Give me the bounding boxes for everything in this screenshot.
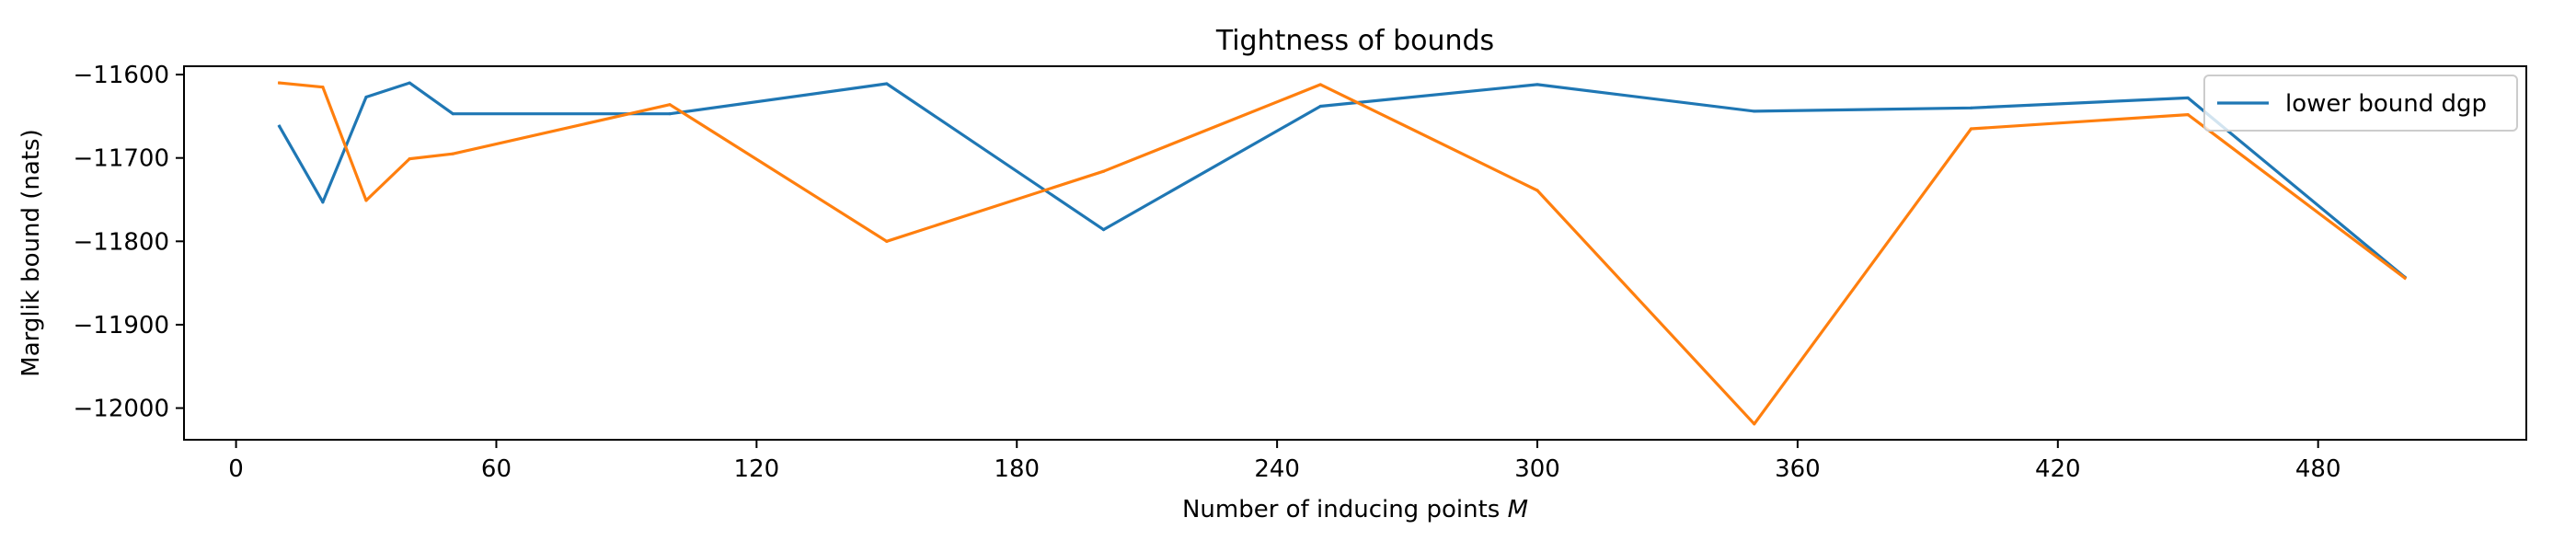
series-2-point	[1101, 169, 1106, 173]
series-1-point	[668, 112, 672, 116]
series-1-point	[1535, 83, 1539, 86]
y-tick-label: −11700	[74, 145, 170, 173]
x-axis-label: Number of inducing points M	[1182, 496, 1528, 523]
series-2-point	[364, 199, 368, 202]
x-tick-label: 180	[994, 455, 1040, 483]
series-1-point	[408, 81, 411, 85]
series-line-1	[277, 81, 2408, 280]
series-2-point	[1969, 127, 1973, 131]
series-2-point	[668, 103, 672, 107]
legend-label: lower bound dgp	[2285, 90, 2487, 118]
x-tick-label: 420	[2035, 455, 2081, 483]
x-tick-label: 0	[228, 455, 244, 483]
legend: lower bound dgp	[2203, 75, 2518, 132]
series-1-point	[364, 95, 368, 99]
series-1-point	[321, 201, 325, 204]
series-1-point	[1101, 228, 1106, 232]
plot-frame	[183, 65, 2527, 441]
x-tick-label: 120	[734, 455, 780, 483]
series-1-point	[1969, 106, 1973, 109]
series-2-point	[408, 156, 411, 161]
x-axis: 0 60 120 180 240 300 360 420 480	[228, 440, 2341, 483]
series-1-point	[1318, 104, 1322, 109]
y-tick-label: −11900	[74, 312, 170, 339]
legend-box	[2203, 75, 2518, 132]
x-tick-label: 360	[1775, 455, 1821, 483]
y-tick-label: −11600	[74, 62, 170, 89]
x-tick-label: 60	[481, 455, 512, 483]
series-2-point	[885, 239, 889, 243]
series-2-point	[451, 152, 454, 155]
y-tick-label: −12000	[74, 396, 170, 423]
series-layer	[277, 81, 2408, 426]
series-2-point	[321, 86, 325, 89]
series-1-point	[278, 124, 282, 128]
series-2-point	[1535, 189, 1539, 192]
chart-title: Tightness of bounds	[1215, 25, 1494, 57]
x-tick-label: 480	[2295, 455, 2341, 483]
series-2-point	[2186, 112, 2190, 117]
x-tick-label: 300	[1514, 455, 1560, 483]
series-line-2	[277, 81, 2408, 426]
series-2-point	[2403, 276, 2407, 280]
series-1-point	[885, 82, 889, 86]
x-axis-label-text: Number of inducing points	[1182, 496, 1508, 523]
series-2-point	[278, 81, 282, 85]
series-2-point	[1753, 422, 1756, 426]
series-2-point	[1318, 83, 1322, 86]
y-axis: −11600 −11700 −11800 −11900 −12000	[74, 62, 184, 423]
series-1-point	[451, 112, 454, 116]
series-1-point	[1753, 109, 1756, 113]
x-axis-label-math: M	[1508, 496, 1528, 523]
x-tick-label: 240	[1254, 455, 1300, 483]
series-1-point	[2186, 96, 2190, 100]
y-axis-label: Marglik bound (nats)	[17, 129, 45, 376]
y-tick-label: −11800	[74, 228, 170, 256]
